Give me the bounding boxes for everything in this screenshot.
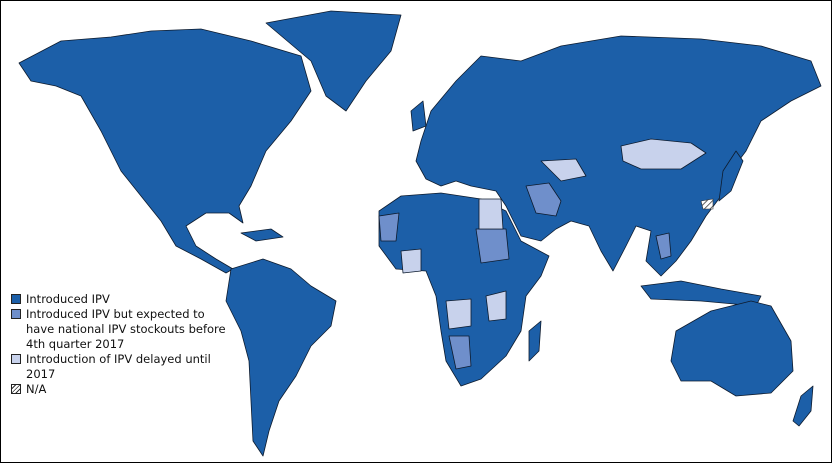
delayed-countries — [400, 138, 707, 330]
legend-label: Introduced IPV — [26, 292, 110, 306]
legend-item-na: N/A — [11, 382, 236, 397]
legend-item-stockout: Introduced IPV but expected to have nati… — [11, 307, 236, 352]
legend: Introduced IPV Introduced IPV but expect… — [11, 292, 236, 397]
eurasia — [415, 35, 822, 277]
stockout-countries — [378, 182, 672, 370]
madagascar — [528, 320, 542, 362]
west-africa-stockout — [378, 212, 400, 242]
angola-region — [445, 298, 472, 330]
namibia — [448, 335, 472, 370]
indonesia — [640, 280, 762, 307]
central-asia — [540, 158, 587, 182]
legend-label: Introduction of IPV delayed until 2017 — [26, 352, 211, 381]
iran — [525, 182, 562, 217]
caribbean — [240, 228, 284, 242]
north-america — [18, 28, 312, 274]
west-africa-delayed — [400, 248, 422, 274]
greenland — [265, 10, 402, 112]
egypt — [478, 198, 504, 230]
sudan — [475, 228, 510, 264]
uk — [410, 100, 427, 132]
zambia — [485, 290, 507, 322]
legend-swatch-na — [11, 384, 21, 394]
legend-label: Introduced IPV but expected to have nati… — [26, 307, 226, 351]
australia — [670, 300, 794, 397]
legend-label: N/A — [26, 382, 47, 396]
legend-item-introduced: Introduced IPV — [11, 292, 236, 307]
new-zealand — [792, 385, 814, 427]
legend-swatch-introduced — [11, 294, 21, 304]
legend-swatch-stockout — [11, 309, 21, 319]
south-america — [225, 258, 337, 457]
southeast-asia-stockout — [655, 232, 672, 260]
japan — [718, 150, 744, 202]
legend-swatch-delayed — [11, 354, 21, 364]
mongolia — [620, 138, 707, 170]
na-region — [700, 198, 714, 210]
legend-item-delayed: Introduction of IPV delayed until 2017 — [11, 352, 236, 382]
